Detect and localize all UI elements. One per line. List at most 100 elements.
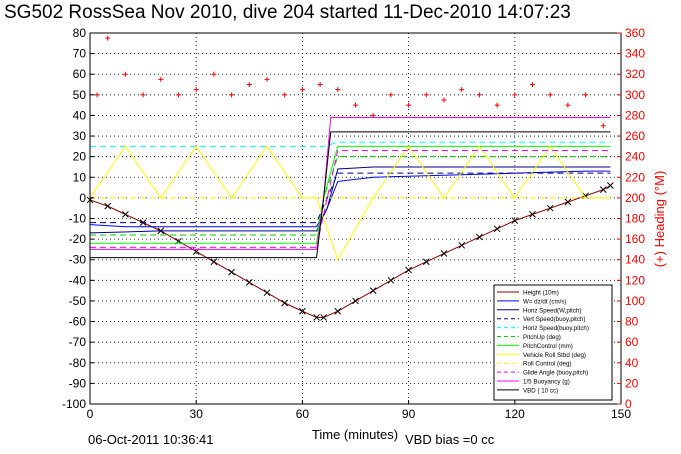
heading-point <box>388 92 394 98</box>
y-left-tick-label: 40 <box>73 108 87 122</box>
heading-point <box>600 123 606 129</box>
y-left-tick-label: -40 <box>69 273 87 287</box>
height-point-marker <box>511 217 519 224</box>
heading-point <box>94 92 100 98</box>
y-left-tick-label: -80 <box>69 356 87 370</box>
height-point-marker <box>352 297 359 305</box>
y-right-tick-label: 140 <box>625 253 645 267</box>
height-point-marker <box>387 276 395 284</box>
y-right-tick-label: 360 <box>625 26 645 40</box>
chart-title: SG502 RossSea Nov 2010, dive 204 started… <box>4 2 571 23</box>
heading-point <box>264 76 270 82</box>
x-tick-label: 90 <box>402 407 416 421</box>
y-left-tick-label: 20 <box>73 150 87 164</box>
legend-label-9: Glide Angle (buoy,pitch) <box>523 370 588 377</box>
height-point-marker <box>320 314 327 321</box>
height-point-marker <box>564 198 572 206</box>
heading-point <box>282 92 288 98</box>
footer-vbd: VBD bias =0 cc <box>405 432 495 447</box>
legend-label-4: Horiz Speed(buoy,pitch) <box>523 325 589 332</box>
height-point-marker <box>210 258 218 266</box>
x-tick-label: 120 <box>505 407 525 421</box>
heading-point <box>140 92 146 98</box>
legend-label-3: Vert Speed(buoy,pitch) <box>523 316 585 323</box>
height-point-marker <box>493 225 501 233</box>
heading-point <box>476 92 482 98</box>
heading-point <box>211 71 217 77</box>
legend-entries: Height (10m)W= dz/dt (cm/s) Horiz Speed(W… <box>497 290 589 394</box>
y-right-tick-label: 340 <box>625 47 645 61</box>
y-left-tick-label: 70 <box>73 47 87 61</box>
height-point-marker <box>607 182 614 189</box>
heading-point <box>547 92 553 98</box>
y-right-tick-label: 20 <box>625 376 639 390</box>
heading-point <box>193 87 199 93</box>
series-line-4 <box>90 141 611 147</box>
series-line-7 <box>89 145 611 261</box>
legend-label-11: VBD ( 10 cc) <box>523 387 558 394</box>
heading-point <box>459 87 465 93</box>
x-tick-label: 150 <box>611 407 631 421</box>
x-tick-label: 30 <box>190 407 204 421</box>
y-left-tick-label: -100 <box>62 397 86 411</box>
y-right-tick-label: 220 <box>625 170 645 184</box>
x-tick-label: 60 <box>296 407 310 421</box>
height-point-marker <box>405 266 412 274</box>
y-left-tick-label: 10 <box>73 170 87 184</box>
heading-point <box>494 102 500 108</box>
height-point-marker <box>369 287 377 294</box>
height-point-marker <box>122 211 129 218</box>
height-point-marker <box>546 204 554 212</box>
y-left-tick-label: 30 <box>73 129 87 143</box>
y-left-tick-label: -50 <box>69 294 87 308</box>
heading-point <box>317 82 323 88</box>
y-right-tick-label: 320 <box>625 67 645 81</box>
height-point-marker <box>476 233 483 241</box>
height-point-marker <box>245 279 253 286</box>
series-line-3 <box>90 172 611 224</box>
heading-point <box>176 92 181 98</box>
heading-point <box>441 97 447 103</box>
y-right-tick-label: 120 <box>625 273 645 287</box>
legend-label-6: PitchControl (mm) <box>523 343 573 350</box>
y-right-tick-layer: 0 20 40 60 80 100 120 140 160 180 200 220 240 260 280 3… <box>617 26 645 411</box>
footer-date: 06-Oct-2011 10:36:41 <box>88 432 214 447</box>
height-point-marker <box>458 241 466 249</box>
heading-layer <box>94 35 606 129</box>
y-left-tick-label: -20 <box>69 232 87 246</box>
height-point-marker <box>263 289 271 297</box>
heading-point <box>246 82 252 88</box>
height-point-marker <box>334 307 342 315</box>
legend-label-10: 1/5 Buoyancy (g) <box>523 379 570 386</box>
height-point-marker <box>228 268 235 276</box>
y-left-tick-label: -30 <box>69 253 87 267</box>
heading-point <box>158 76 164 82</box>
height-point-marker <box>422 258 430 266</box>
y-right-tick-label: 260 <box>625 129 645 143</box>
legend: Height (10m)W= dz/dt (cm/s) Horiz Speed(W… <box>493 284 613 401</box>
y-left-tick-label: -70 <box>69 335 87 349</box>
heading-point <box>122 71 128 77</box>
series-line-11 <box>90 131 611 259</box>
y-left-tick-label: 50 <box>73 88 87 102</box>
legend-label-5: PitchUp (deg) <box>523 334 561 341</box>
legend-label-1: W= dz/dt (cm/s) <box>523 298 567 305</box>
heading-point <box>530 82 535 88</box>
y-left-tick-label: -10 <box>69 212 87 226</box>
height-point-marker <box>281 299 289 307</box>
heading-point <box>565 102 571 108</box>
series-line-2 <box>89 166 611 234</box>
height-point-marker <box>299 307 306 315</box>
series-layer <box>86 117 614 321</box>
y-right-tick-label: 200 <box>625 191 645 205</box>
legend-label-0: Height (10m) <box>523 290 559 297</box>
heading-point <box>583 92 589 98</box>
heading-point <box>105 35 111 41</box>
height-point-marker <box>104 202 112 210</box>
x-tick-layer: 0 30 60 90 120 150 <box>87 400 631 421</box>
y-right-tick-label: 280 <box>625 108 645 122</box>
y-left-tick-label: 60 <box>73 67 87 81</box>
y-right-axis-label: (+) Heading (°M) <box>652 171 667 268</box>
